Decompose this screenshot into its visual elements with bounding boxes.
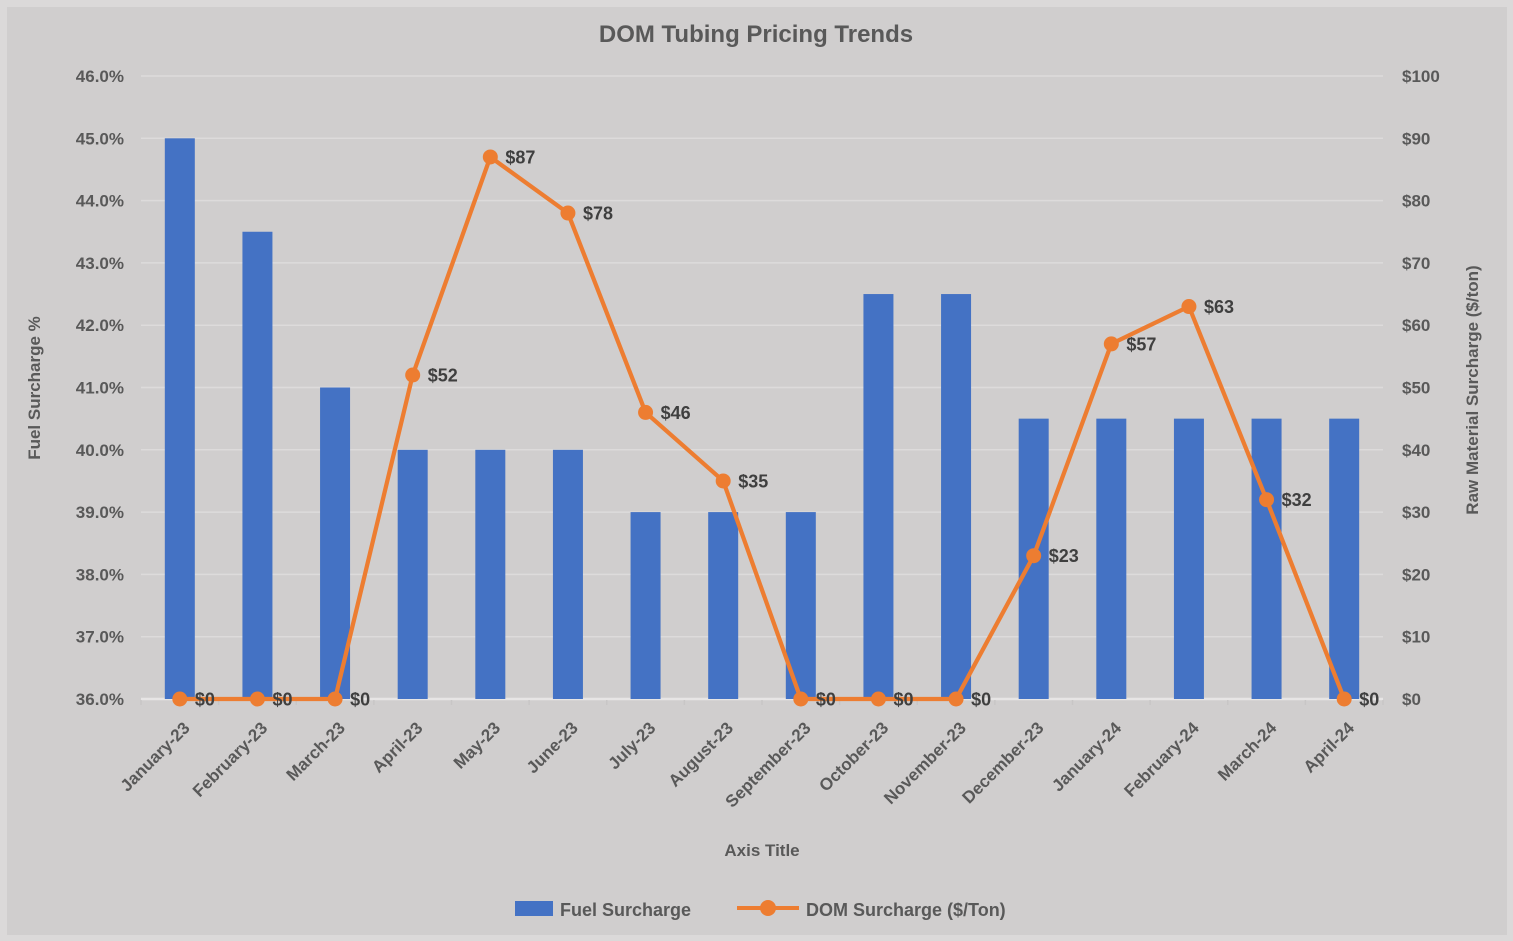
left-axis-title: Fuel Surcharge % [25, 316, 44, 460]
right-axis-title: Raw Material Surcharge ($/ton) [1463, 265, 1482, 514]
legend-fuel-surcharge-swatch[interactable] [515, 901, 553, 916]
chart-title: DOM Tubing Pricing Trends [599, 21, 913, 48]
line-marker-January-24[interactable] [1103, 336, 1119, 352]
bar-July-23[interactable] [630, 512, 661, 699]
data-label-April-24: $0 [1359, 690, 1379, 710]
data-label-August-23: $35 [738, 471, 768, 491]
line-marker-September-23[interactable] [793, 691, 809, 707]
data-label-April-23: $52 [428, 366, 458, 386]
right-tick-label: $40 [1402, 441, 1430, 460]
data-label-January-24: $57 [1126, 334, 1156, 354]
right-tick-label: $70 [1402, 254, 1430, 273]
line-marker-March-24[interactable] [1259, 492, 1275, 508]
line-marker-May-23[interactable] [482, 149, 498, 165]
line-data-labels: $0 $0 $0 $52 $87 $78 $46 $35 $0 $0 $0 $23 $57 $63 $32 $… [195, 147, 1379, 709]
line-marker-November-23[interactable] [948, 691, 964, 707]
left-tick-label: 41.0% [76, 379, 124, 398]
bar-April-23[interactable] [397, 449, 428, 699]
right-tick-label: $60 [1402, 316, 1430, 335]
bar-June-23[interactable] [552, 449, 583, 699]
line-marker-December-23[interactable] [1026, 548, 1042, 564]
data-label-November-23: $0 [971, 690, 991, 710]
line-series-dom-surcharge [172, 149, 1352, 707]
data-label-February-23: $0 [272, 690, 292, 710]
left-tick-label: 42.0% [76, 316, 124, 335]
line-marker-August-23[interactable] [715, 473, 731, 489]
left-tick-label: 43.0% [76, 254, 124, 273]
left-tick-label: 39.0% [76, 503, 124, 522]
data-label-September-23: $0 [816, 690, 836, 710]
line-marker-February-24[interactable] [1181, 299, 1197, 315]
left-tick-label: 44.0% [76, 192, 124, 211]
x-axis-tick-marks [140, 700, 1384, 705]
bar-October-23[interactable] [863, 294, 894, 699]
line-marker-October-23[interactable] [870, 691, 886, 707]
left-tick-label: 37.0% [76, 628, 124, 647]
line-marker-July-23[interactable] [638, 404, 654, 420]
bar-August-23[interactable] [708, 512, 739, 699]
bar-January-24[interactable] [1096, 418, 1127, 699]
data-label-October-23: $0 [893, 690, 913, 710]
data-label-May-23: $87 [505, 147, 535, 167]
right-tick-label: $30 [1402, 503, 1430, 522]
right-tick-label: $0 [1402, 690, 1421, 709]
left-tick-label: 36.0% [76, 690, 124, 709]
left-axis-tick-labels: 36.0% 37.0% 38.0% 39.0% 40.0% 41.0% 42.0% 43.0%… [76, 67, 124, 709]
data-label-June-23: $78 [583, 204, 613, 224]
line-marker-April-24[interactable] [1336, 691, 1352, 707]
right-axis-tick-labels: $0 $10 $20 $30 $40 $50 $60 $70 $80 $90 $100 [1402, 67, 1440, 709]
legend: Fuel Surcharge DOM Surcharge ($/Ton) [515, 900, 1006, 920]
data-label-July-23: $46 [661, 403, 691, 423]
right-tick-label: $80 [1402, 192, 1430, 211]
data-label-December-23: $23 [1049, 546, 1079, 566]
bar-November-23[interactable] [941, 294, 972, 699]
bar-February-23[interactable] [242, 231, 273, 699]
right-tick-label: $100 [1402, 67, 1440, 86]
bar-series-fuel-surcharge [164, 138, 1360, 700]
bar-April-24[interactable] [1329, 418, 1360, 699]
line-marker-June-23[interactable] [560, 205, 576, 221]
legend-dom-surcharge-marker[interactable] [760, 900, 776, 916]
bar-March-24[interactable] [1251, 418, 1282, 699]
right-tick-label: $90 [1402, 129, 1430, 148]
line-marker-March-23[interactable] [327, 691, 343, 707]
bar-March-23[interactable] [320, 387, 351, 700]
bar-January-23[interactable] [164, 138, 195, 700]
right-tick-label: $10 [1402, 628, 1430, 647]
data-label-February-24: $63 [1204, 297, 1234, 317]
data-label-January-23: $0 [195, 690, 215, 710]
bar-February-24[interactable] [1173, 418, 1204, 699]
line-marker-April-23[interactable] [405, 367, 421, 383]
left-tick-label: 40.0% [76, 441, 124, 460]
right-tick-label: $50 [1402, 379, 1430, 398]
x-axis-title: Axis Title [724, 841, 799, 860]
left-tick-label: 38.0% [76, 565, 124, 584]
line-marker-February-23[interactable] [249, 691, 265, 707]
data-label-March-23: $0 [350, 690, 370, 710]
bar-May-23[interactable] [475, 449, 506, 699]
right-tick-label: $20 [1402, 565, 1430, 584]
left-tick-label: 45.0% [76, 129, 124, 148]
dom-surcharge-line [177, 154, 1347, 702]
data-label-March-24: $32 [1282, 490, 1312, 510]
legend-fuel-surcharge-label[interactable]: Fuel Surcharge [560, 900, 691, 920]
left-tick-label: 46.0% [76, 67, 124, 86]
legend-dom-surcharge-label[interactable]: DOM Surcharge ($/Ton) [806, 900, 1006, 920]
line-marker-January-23[interactable] [172, 691, 188, 707]
